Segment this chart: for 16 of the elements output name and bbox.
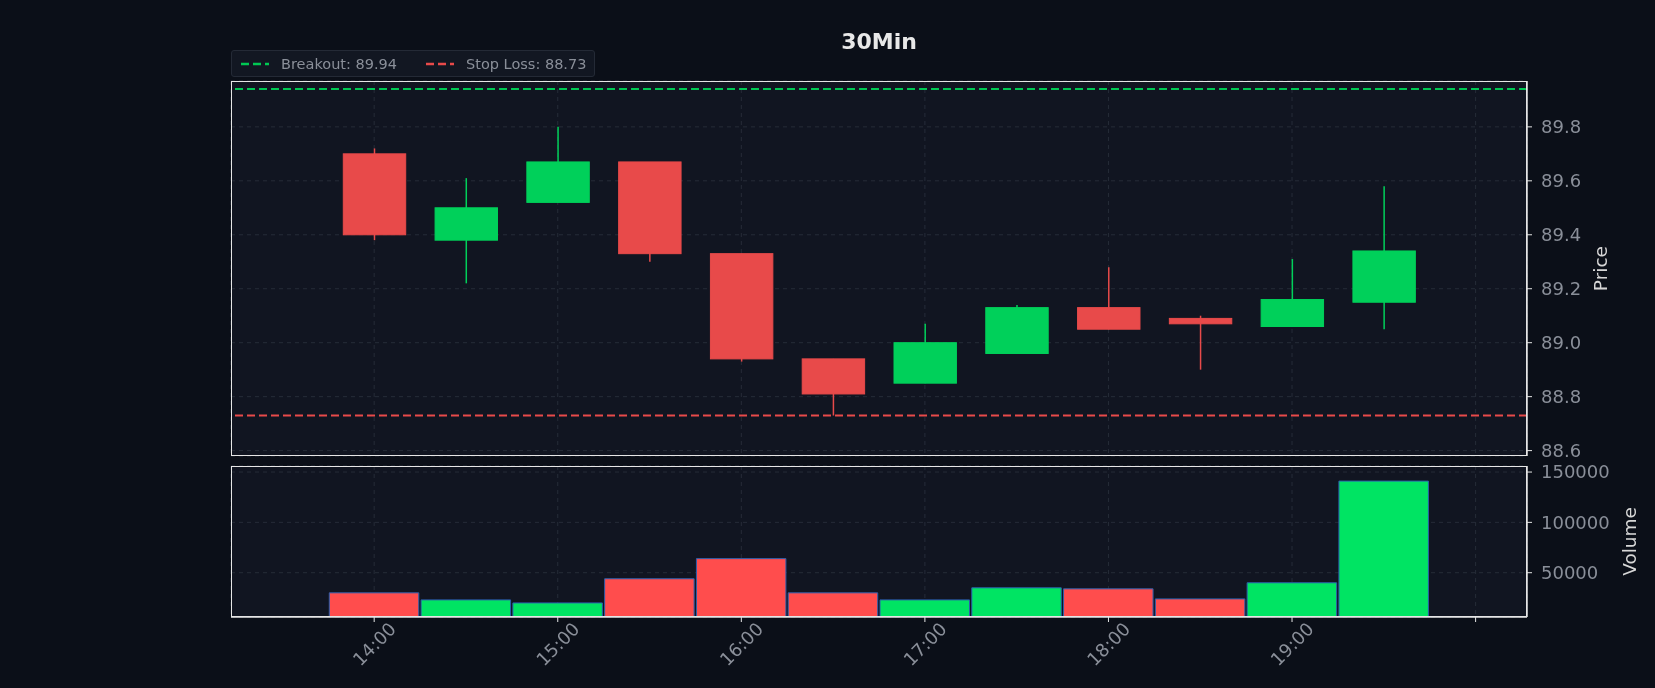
- legend-label: Stop Loss: 88.73: [466, 55, 587, 72]
- y-tick-label: 100000: [1541, 511, 1610, 533]
- y-tick-label: 88.6: [1541, 439, 1582, 461]
- y-tick-label: 89.0: [1541, 332, 1582, 354]
- y-tick-label: 89.6: [1541, 170, 1582, 192]
- y-axis-title: Price: [1589, 245, 1611, 292]
- candlestick: [1168, 314, 1233, 371]
- y-tick-label: 50000: [1541, 562, 1599, 584]
- y-tick-label: 89.4: [1541, 224, 1582, 246]
- y-axis-title: Volume: [1618, 507, 1640, 576]
- chart-title: 30Min: [841, 29, 917, 54]
- y-tick-label: 88.8: [1541, 386, 1582, 408]
- y-tick-label: 89.2: [1541, 278, 1582, 300]
- y-tick-label: 150000: [1541, 461, 1610, 483]
- y-tick-label: 89.8: [1541, 116, 1582, 138]
- legend-label: Breakout: 89.94: [281, 55, 398, 72]
